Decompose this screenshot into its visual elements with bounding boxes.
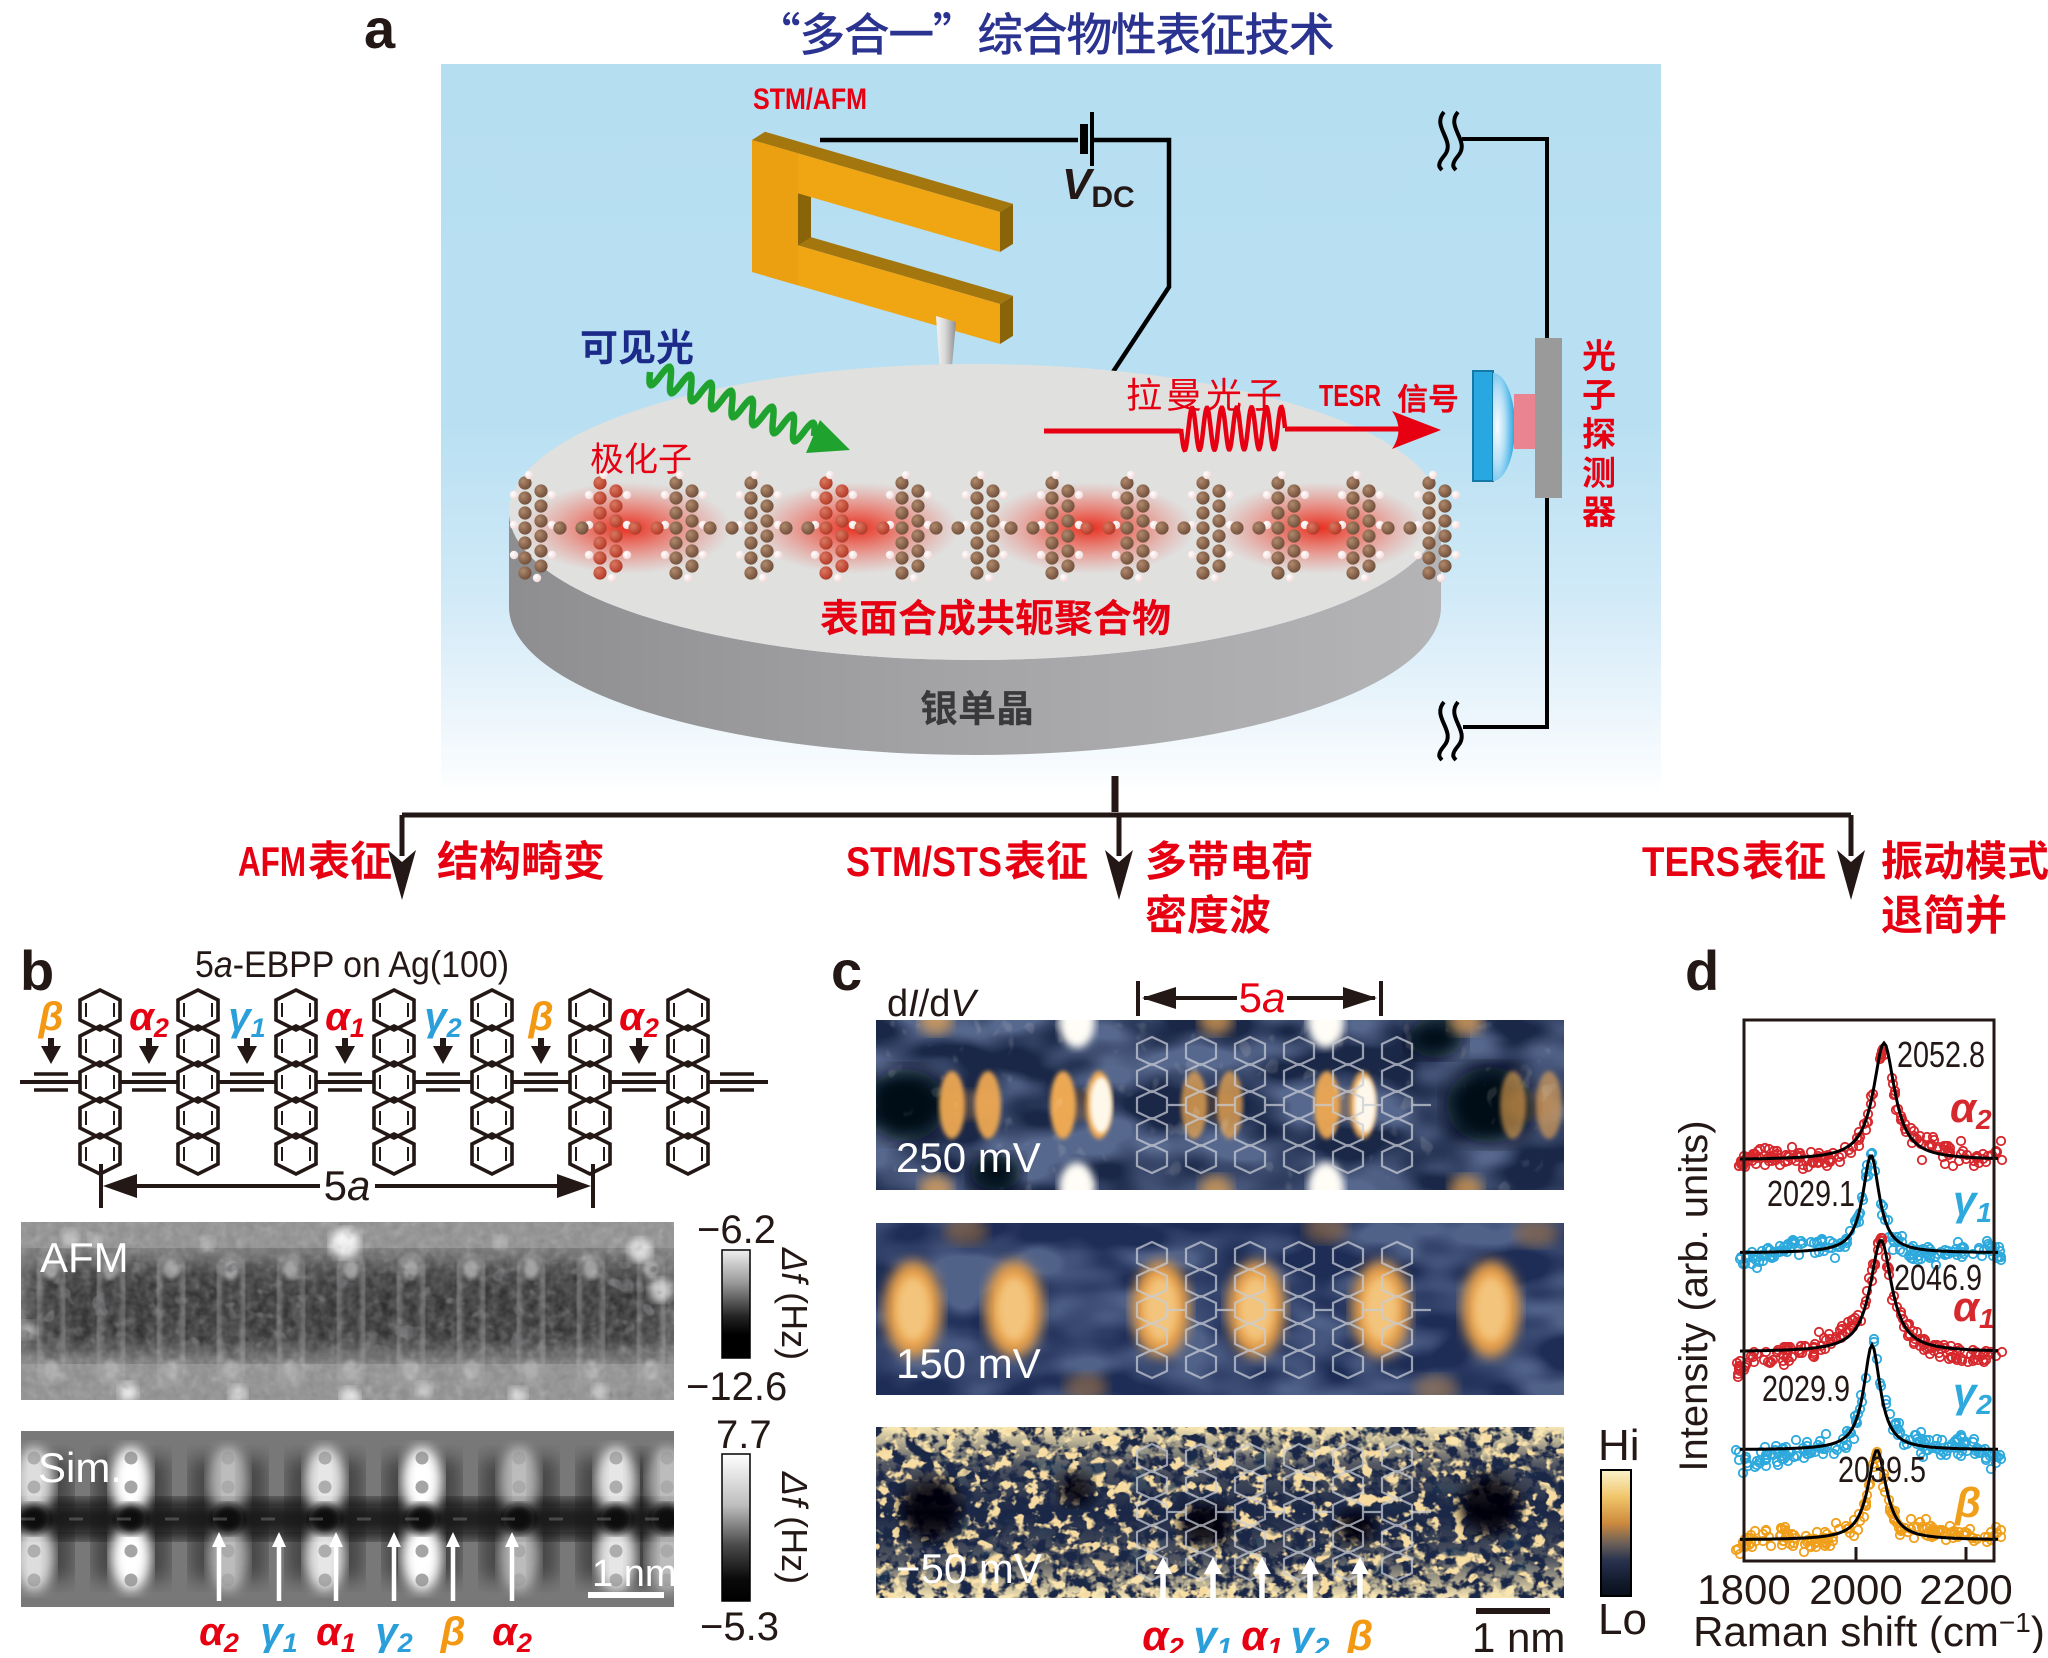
svg-text:Raman shift (cm−1): Raman shift (cm−1) (1693, 1607, 2045, 1653)
svg-text:β: β (528, 995, 554, 1039)
svg-text:AFM: AFM (238, 838, 306, 885)
svg-text:TERS: TERS (1642, 838, 1740, 885)
svg-text:2052.8: 2052.8 (1897, 1034, 1985, 1075)
svg-text:Sim.: Sim. (38, 1444, 122, 1491)
svg-text:c: c (831, 939, 862, 1002)
svg-text:2039.5: 2039.5 (1838, 1449, 1926, 1490)
svg-text:STM/STS: STM/STS (846, 838, 1002, 885)
svg-text:b: b (20, 939, 54, 1002)
svg-text:5a-EBPP on Ag(100): 5a-EBPP on Ag(100) (195, 944, 509, 985)
svg-text:−50 mV: −50 mV (896, 1545, 1042, 1592)
svg-text:α1: α1 (316, 1610, 356, 1653)
svg-text:2029.1: 2029.1 (1767, 1173, 1855, 1214)
svg-text:β: β (1346, 1612, 1373, 1653)
svg-text:5a: 5a (324, 1162, 371, 1209)
svg-text:2029.9: 2029.9 (1762, 1368, 1850, 1409)
svg-text:Hi: Hi (1598, 1421, 1640, 1470)
svg-text:2000: 2000 (1809, 1566, 1902, 1613)
svg-text:7.7: 7.7 (716, 1413, 772, 1457)
svg-text:d: d (1685, 939, 1719, 1002)
svg-text:1 nm: 1 nm (592, 1553, 676, 1595)
svg-text:−5.3: −5.3 (700, 1605, 779, 1649)
svg-text:STM/AFM: STM/AFM (753, 83, 867, 116)
svg-text:2200: 2200 (1919, 1566, 2012, 1613)
svg-text:−6.2: −6.2 (697, 1208, 776, 1252)
svg-text:AFM: AFM (40, 1234, 129, 1281)
svg-text:−12.6: −12.6 (686, 1365, 787, 1409)
svg-text:Lo: Lo (1598, 1595, 1647, 1644)
svg-text:Intensity (arb. units): Intensity (arb. units) (1672, 1120, 1716, 1471)
svg-text:dI/dV: dI/dV (887, 983, 979, 1025)
svg-text:α1: α1 (325, 995, 365, 1043)
svg-text:a: a (364, 0, 396, 60)
svg-text:β: β (1954, 1479, 1981, 1526)
svg-text:250 mV: 250 mV (896, 1134, 1041, 1181)
svg-text:β: β (440, 1610, 466, 1653)
svg-text:150 mV: 150 mV (896, 1340, 1041, 1387)
svg-text:Δf (Hz): Δf (Hz) (774, 1247, 815, 1360)
svg-text:Δf (Hz): Δf (Hz) (774, 1471, 815, 1584)
svg-text:TESR: TESR (1319, 378, 1381, 413)
svg-text:γ2: γ2 (424, 995, 461, 1043)
svg-text:β: β (38, 995, 64, 1039)
svg-text:α1: α1 (1953, 1283, 1995, 1334)
svg-text:5a: 5a (1239, 974, 1286, 1021)
svg-text:1800: 1800 (1697, 1566, 1790, 1613)
svg-text:2046.9: 2046.9 (1894, 1257, 1982, 1298)
svg-text:1 nm: 1 nm (1472, 1614, 1565, 1653)
